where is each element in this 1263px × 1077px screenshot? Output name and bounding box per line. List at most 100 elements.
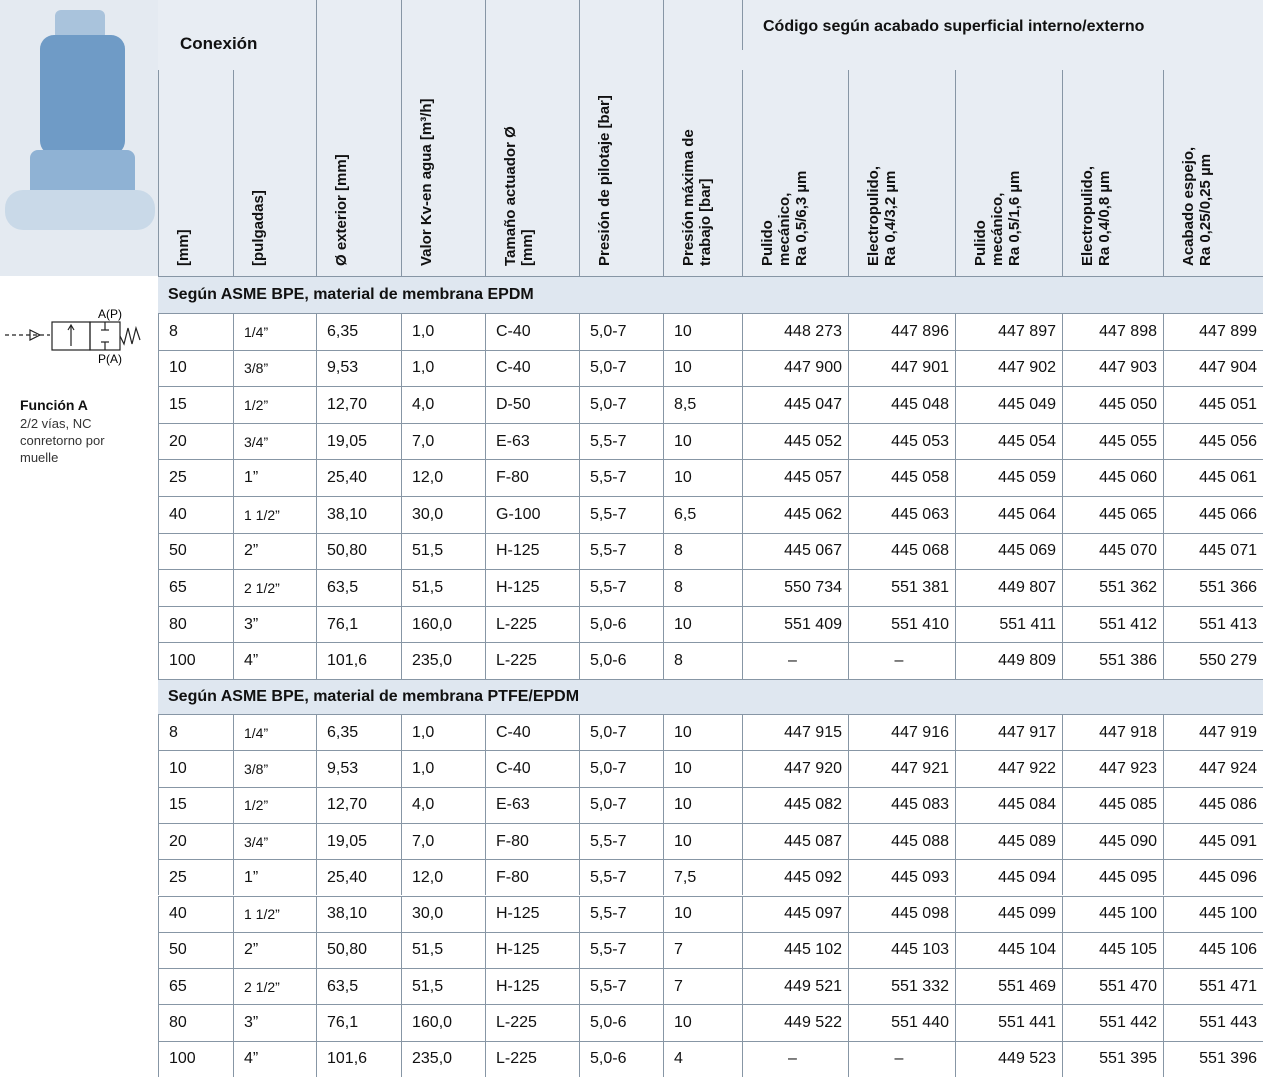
- column-header: Pulido mecánico, Ra 0,5/6,3 µm: [759, 78, 810, 266]
- table-cell: C-40: [485, 750, 579, 786]
- table-cell: C-40: [485, 313, 579, 350]
- table-cell: 3/4”: [233, 423, 316, 460]
- table-cell: 445 057: [742, 459, 848, 496]
- table-cell: 2 1/2”: [233, 968, 316, 1004]
- column-header: Tamaño actuador Ø [mm]: [502, 8, 536, 266]
- table-cell: 445 083: [848, 787, 955, 823]
- table-cell: 2 1/2”: [233, 569, 316, 606]
- table-cell: 551 410: [848, 606, 955, 643]
- table-cell: 5,0-6: [579, 1041, 663, 1077]
- header-column: Ø exterior [mm]: [316, 0, 401, 276]
- table-cell: 445 062: [742, 496, 848, 533]
- table-cell: 80: [158, 1004, 233, 1040]
- table-cell: 5,0-7: [579, 714, 663, 750]
- table-cell: 445 060: [1062, 459, 1163, 496]
- section-title: Según ASME BPE, material de membrana EPD…: [158, 276, 1263, 313]
- table-cell: 38,10: [316, 496, 401, 533]
- table-cell: 6,35: [316, 714, 401, 750]
- table-cell: H-125: [485, 569, 579, 606]
- table-cell: 4”: [233, 642, 316, 679]
- table-cell: 447 901: [848, 350, 955, 387]
- table-cell: 7: [663, 932, 742, 968]
- table-cell: 8: [663, 533, 742, 570]
- table-cell: 10: [158, 750, 233, 786]
- table-cell: 447 924: [1163, 750, 1263, 786]
- table-cell: 25: [158, 859, 233, 895]
- table-cell: 5,5-7: [579, 569, 663, 606]
- header-column: Presión de pilotaje [bar]: [579, 0, 663, 276]
- table-cell: 445 088: [848, 823, 955, 859]
- table-cell: 80: [158, 606, 233, 643]
- table-cell: 5,0-6: [579, 642, 663, 679]
- table-cell: 4: [663, 1041, 742, 1077]
- header-column: Valor Kv-en agua [m³/h]: [401, 0, 485, 276]
- column-header: Electropulido, Ra 0,4/3,2 µm: [865, 78, 899, 266]
- table-cell: 551 396: [1163, 1041, 1263, 1077]
- table-cell: 445 084: [955, 787, 1062, 823]
- header-column: Electropulido, Ra 0,4/0,8 µm: [1062, 70, 1163, 276]
- header-column: Tamaño actuador Ø [mm]: [485, 0, 579, 276]
- table-cell: 447 897: [955, 313, 1062, 350]
- table-cell: D-50: [485, 386, 579, 423]
- column-header: Presión de pilotaje [bar]: [596, 8, 613, 266]
- table-cell: 445 068: [848, 533, 955, 570]
- table-cell: 447 915: [742, 714, 848, 750]
- table-cell: 50: [158, 533, 233, 570]
- table-cell: 445 048: [848, 386, 955, 423]
- table-cell: 10: [663, 1004, 742, 1040]
- table-cell: 551 381: [848, 569, 955, 606]
- table-cell: 25,40: [316, 859, 401, 895]
- table-cell: 5,5-7: [579, 859, 663, 895]
- table-cell: 76,1: [316, 1004, 401, 1040]
- table-cell: 5,5-7: [579, 823, 663, 859]
- table-cell: 551 440: [848, 1004, 955, 1040]
- table-cell: 1,0: [401, 714, 485, 750]
- table-cell: 445 085: [1062, 787, 1163, 823]
- header-column: Electropulido, Ra 0,4/3,2 µm: [848, 70, 955, 276]
- column-header: Ø exterior [mm]: [333, 8, 350, 266]
- table-cell: –: [742, 1041, 848, 1077]
- table-cell: 5,5-7: [579, 423, 663, 460]
- table-cell: 1/4”: [233, 714, 316, 750]
- table-cell: 63,5: [316, 968, 401, 1004]
- table-cell: 19,05: [316, 823, 401, 859]
- table-cell: 9,53: [316, 350, 401, 387]
- table-cell: 445 100: [1163, 896, 1263, 932]
- table-cell: 30,0: [401, 496, 485, 533]
- table-cell: L-225: [485, 1041, 579, 1077]
- table-cell: 3/8”: [233, 350, 316, 387]
- table-cell: 5,0-6: [579, 1004, 663, 1040]
- table-cell: 65: [158, 569, 233, 606]
- table-cell: 51,5: [401, 569, 485, 606]
- table-cell: –: [848, 642, 955, 679]
- column-header: Presión máxima de trabajo [bar]: [680, 8, 714, 266]
- table-cell: H-125: [485, 896, 579, 932]
- table-cell: H-125: [485, 968, 579, 1004]
- table-cell: 445 055: [1062, 423, 1163, 460]
- table-cell: 445 098: [848, 896, 955, 932]
- table-cell: E-63: [485, 787, 579, 823]
- table-cell: 5,0-7: [579, 787, 663, 823]
- header-column: Pulido mecánico, Ra 0,5/6,3 µm: [742, 70, 848, 276]
- table-cell: 445 082: [742, 787, 848, 823]
- table-cell: 445 097: [742, 896, 848, 932]
- table-cell: 20: [158, 423, 233, 460]
- column-header: Valor Kv-en agua [m³/h]: [418, 8, 435, 266]
- table-cell: 19,05: [316, 423, 401, 460]
- table-cell: 8,5: [663, 386, 742, 423]
- table-cell: 551 471: [1163, 968, 1263, 1004]
- table-cell: 51,5: [401, 533, 485, 570]
- table-cell: 2”: [233, 932, 316, 968]
- table-cell: 10: [663, 714, 742, 750]
- table-cell: 20: [158, 823, 233, 859]
- table-cell: H-125: [485, 533, 579, 570]
- table-cell: 447 899: [1163, 313, 1263, 350]
- table-cell: 447 902: [955, 350, 1062, 387]
- table-cell: 445 069: [955, 533, 1062, 570]
- table-cell: 63,5: [316, 569, 401, 606]
- column-header: [mm]: [175, 78, 192, 266]
- table-cell: F-80: [485, 823, 579, 859]
- table-cell: 445 065: [1062, 496, 1163, 533]
- table-cell: 50,80: [316, 533, 401, 570]
- table-cell: –: [742, 642, 848, 679]
